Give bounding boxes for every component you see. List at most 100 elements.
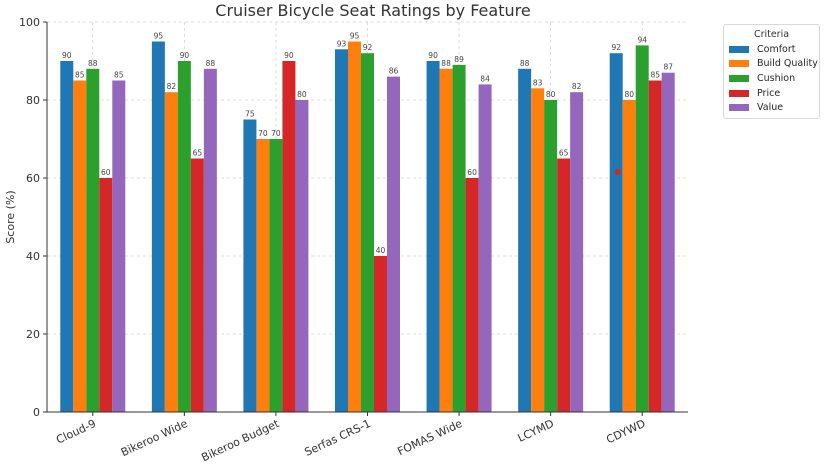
bar-value-label: 80	[297, 90, 307, 99]
bar-price	[282, 61, 296, 412]
bar-comfort	[60, 61, 74, 412]
bar-cushion	[269, 139, 283, 412]
bar-build-quality	[164, 92, 178, 412]
legend-swatch	[729, 104, 749, 112]
bar-value-label: 65	[193, 149, 203, 158]
bar-price	[190, 158, 204, 412]
x-tick-label: LCYMD	[516, 417, 556, 445]
bar-value	[661, 72, 675, 412]
bar-value	[387, 76, 400, 412]
bar-price	[99, 178, 113, 412]
bar-value-label: 88	[206, 59, 216, 68]
y-tick-label: 80	[26, 94, 40, 107]
legend-item: Value	[724, 100, 819, 115]
y-tick-label: 60	[26, 172, 40, 185]
bar-value	[295, 100, 309, 412]
legend-label: Value	[757, 102, 784, 114]
bar-price	[374, 256, 387, 412]
bar-comfort	[335, 49, 348, 413]
bar-value-label: 82	[167, 82, 177, 91]
legend-item: Price	[724, 86, 819, 101]
legend-swatch	[729, 74, 749, 82]
legend-swatch	[729, 45, 749, 53]
bar-value-label: 85	[650, 71, 660, 80]
bar-cushion	[177, 61, 191, 412]
x-tick-label: Bikeroo Budget	[199, 417, 281, 465]
bar-value-label: 86	[389, 67, 399, 76]
bar-value-label: 95	[154, 32, 164, 41]
bar-comfort	[609, 53, 623, 412]
bar-cushion	[361, 53, 374, 412]
legend-item: Build Quality	[724, 57, 819, 72]
legend-item: Comfort	[724, 42, 819, 57]
bar-value-label: 88	[520, 59, 530, 68]
bar-value	[478, 84, 492, 413]
bar-build-quality	[531, 88, 545, 413]
bar-price	[648, 80, 662, 412]
legend-label: Cushion	[757, 72, 796, 84]
bar-value-label: 60	[467, 168, 477, 177]
bar-value-label: 65	[559, 149, 569, 158]
legend-title: Criteria	[753, 29, 790, 40]
bar-value	[570, 92, 584, 412]
bar-value-label: 70	[271, 129, 281, 138]
legend-swatch	[729, 89, 749, 97]
bar-price	[557, 158, 571, 412]
bar-build-quality	[622, 100, 636, 412]
bar-value-label: 92	[363, 43, 373, 52]
legend-item: Cushion	[724, 71, 819, 86]
bar-value-label: 40	[376, 246, 386, 255]
bar-value-label: 83	[533, 78, 543, 87]
x-tick-label: FOMAS Wide	[395, 417, 464, 458]
x-tick-label: Cloud-9	[54, 417, 98, 447]
bar-value-label: 95	[350, 32, 360, 41]
legend-swatch	[729, 60, 749, 68]
bar-value-label: 84	[480, 74, 490, 83]
bar-build-quality	[256, 139, 270, 412]
bar-value-label: 80	[624, 90, 634, 99]
bar-value	[112, 80, 126, 412]
bar-value-label: 90	[180, 51, 190, 60]
x-tick-label: CDYWD	[604, 417, 647, 446]
bar-value-label: 90	[62, 51, 72, 60]
bar-price	[465, 178, 479, 412]
y-tick-label: 20	[26, 328, 40, 341]
y-tick-label: 0	[33, 406, 40, 419]
bar-value-label: 88	[88, 59, 98, 68]
bar-value-label: 90	[428, 51, 438, 60]
bar-build-quality	[73, 80, 87, 412]
x-tick-label: Serfas CRS-1	[303, 417, 373, 459]
bar-comfort	[426, 61, 440, 412]
bar-build-quality	[348, 41, 361, 412]
bar-value-label: 60	[101, 168, 111, 177]
bar-value	[203, 68, 217, 413]
bar-value-label: 88	[441, 59, 451, 68]
bar-value-label: 80	[546, 90, 556, 99]
bar-value-label: 92	[611, 43, 621, 52]
bar-comfort	[243, 119, 257, 412]
bar-value-label: 82	[572, 82, 582, 91]
bar-value-label: 75	[245, 110, 255, 119]
y-tick-label: 40	[26, 250, 40, 263]
bar-value-label: 85	[75, 71, 85, 80]
bar-cushion	[544, 100, 558, 412]
bar-value-label: 70	[258, 129, 268, 138]
bar-comfort	[151, 41, 165, 412]
y-tick-label: 100	[19, 16, 40, 29]
red-dot-marker	[614, 169, 621, 176]
bar-value-label: 89	[454, 55, 464, 64]
bar-cushion	[86, 68, 100, 413]
bar-value-label: 85	[114, 71, 124, 80]
bar-comfort	[518, 68, 532, 413]
legend-label: Build Quality	[757, 58, 818, 70]
chart-legend: Criteria Comfort Build Quality Cushion Pric…	[723, 24, 820, 119]
bar-cushion	[452, 64, 466, 413]
bar-value-label: 93	[337, 39, 347, 48]
bar-build-quality	[439, 68, 453, 413]
bar-value-label: 87	[663, 63, 673, 72]
x-tick-label: Bikeroo Wide	[119, 417, 190, 459]
y-axis-label: Score (%)	[4, 190, 17, 243]
bar-cushion	[635, 45, 649, 413]
bar-value-label: 94	[637, 35, 647, 44]
